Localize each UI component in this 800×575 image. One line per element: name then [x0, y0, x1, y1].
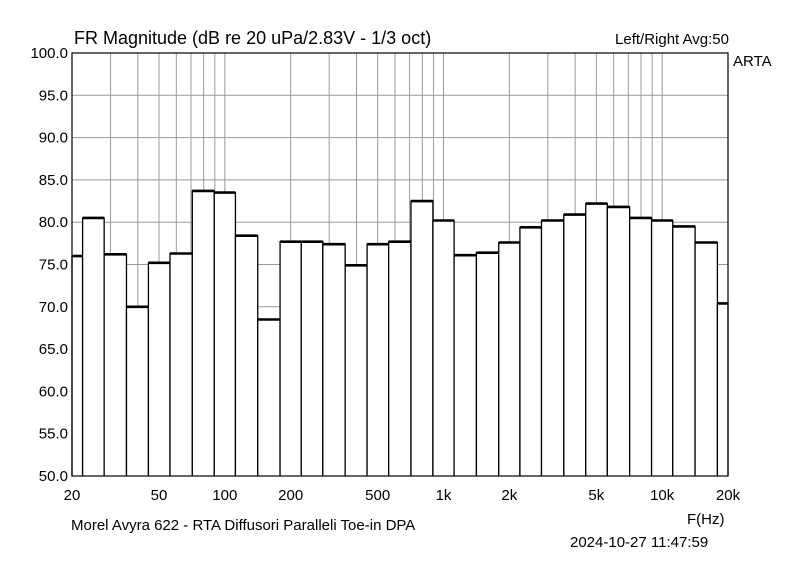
x-tick-label: 5k [588, 487, 604, 504]
bar [71, 255, 84, 476]
bar [344, 264, 368, 476]
bar [650, 219, 674, 476]
y-tick-label: 55.0 [39, 426, 68, 443]
bar [563, 213, 587, 476]
y-tick-label: 90.0 [39, 130, 68, 147]
y-tick-label: 100.0 [30, 45, 68, 62]
bar [147, 262, 171, 476]
bar [606, 206, 631, 476]
y-tick-label: 65.0 [39, 341, 68, 358]
timestamp: 2024-10-27 11:47:59 [570, 534, 709, 551]
y-tick-label: 85.0 [39, 172, 68, 189]
y-tick-label: 75.0 [39, 257, 68, 274]
x-tick-label: 500 [365, 487, 390, 504]
bar [585, 202, 608, 476]
x-tick-label: 20k [716, 487, 741, 504]
y-tick-label: 60.0 [39, 383, 68, 400]
measurement-note: Morel Avyra 622 - RTA Diffusori Parallel… [71, 517, 416, 534]
chart-title: FR Magnitude (dB re 20 uPa/2.83V - 1/3 o… [74, 28, 432, 48]
bar [540, 219, 565, 476]
bar [234, 235, 259, 476]
bar [300, 241, 324, 476]
bar [672, 225, 696, 476]
x-tick-labels: 20 50 100 200 500 1k 2k 5k 10k 20k [64, 487, 741, 504]
bar [519, 226, 543, 476]
y-tick-label: 95.0 [39, 87, 68, 104]
bar [279, 241, 302, 476]
x-axis-label: F(Hz) [687, 511, 725, 528]
bar [388, 241, 412, 476]
bar [498, 241, 521, 476]
bar [366, 243, 390, 476]
bar [453, 254, 478, 476]
bar [322, 243, 346, 476]
bar [628, 217, 653, 476]
bar [716, 302, 729, 476]
x-tick-label: 10k [650, 487, 675, 504]
bar [694, 241, 719, 476]
bar [410, 200, 434, 476]
y-tick-label: 70.0 [39, 299, 68, 316]
bar [103, 253, 128, 476]
bar [191, 190, 215, 476]
bar [432, 219, 455, 476]
bar [125, 306, 150, 476]
y-tick-label: 50.0 [39, 468, 68, 485]
x-tick-label: 20 [64, 487, 81, 504]
x-tick-label: 2k [501, 487, 517, 504]
bar [475, 252, 500, 476]
bar [81, 217, 105, 476]
x-tick-label: 200 [278, 487, 303, 504]
y-tick-labels: 50.0 55.0 60.0 65.0 70.0 75.0 80.0 85.0 90.0 95.0… [30, 45, 68, 485]
y-tick-label: 80.0 [39, 214, 68, 231]
bar-series [71, 189, 729, 476]
x-tick-label: 50 [151, 487, 168, 504]
bar [213, 191, 237, 476]
bar [257, 318, 281, 476]
bar [169, 252, 193, 476]
channel-info: Left/Right Avg:50 [615, 31, 729, 48]
x-tick-label: 1k [436, 487, 452, 504]
x-tick-label: 100 [212, 487, 237, 504]
plot-frame [71, 52, 729, 477]
